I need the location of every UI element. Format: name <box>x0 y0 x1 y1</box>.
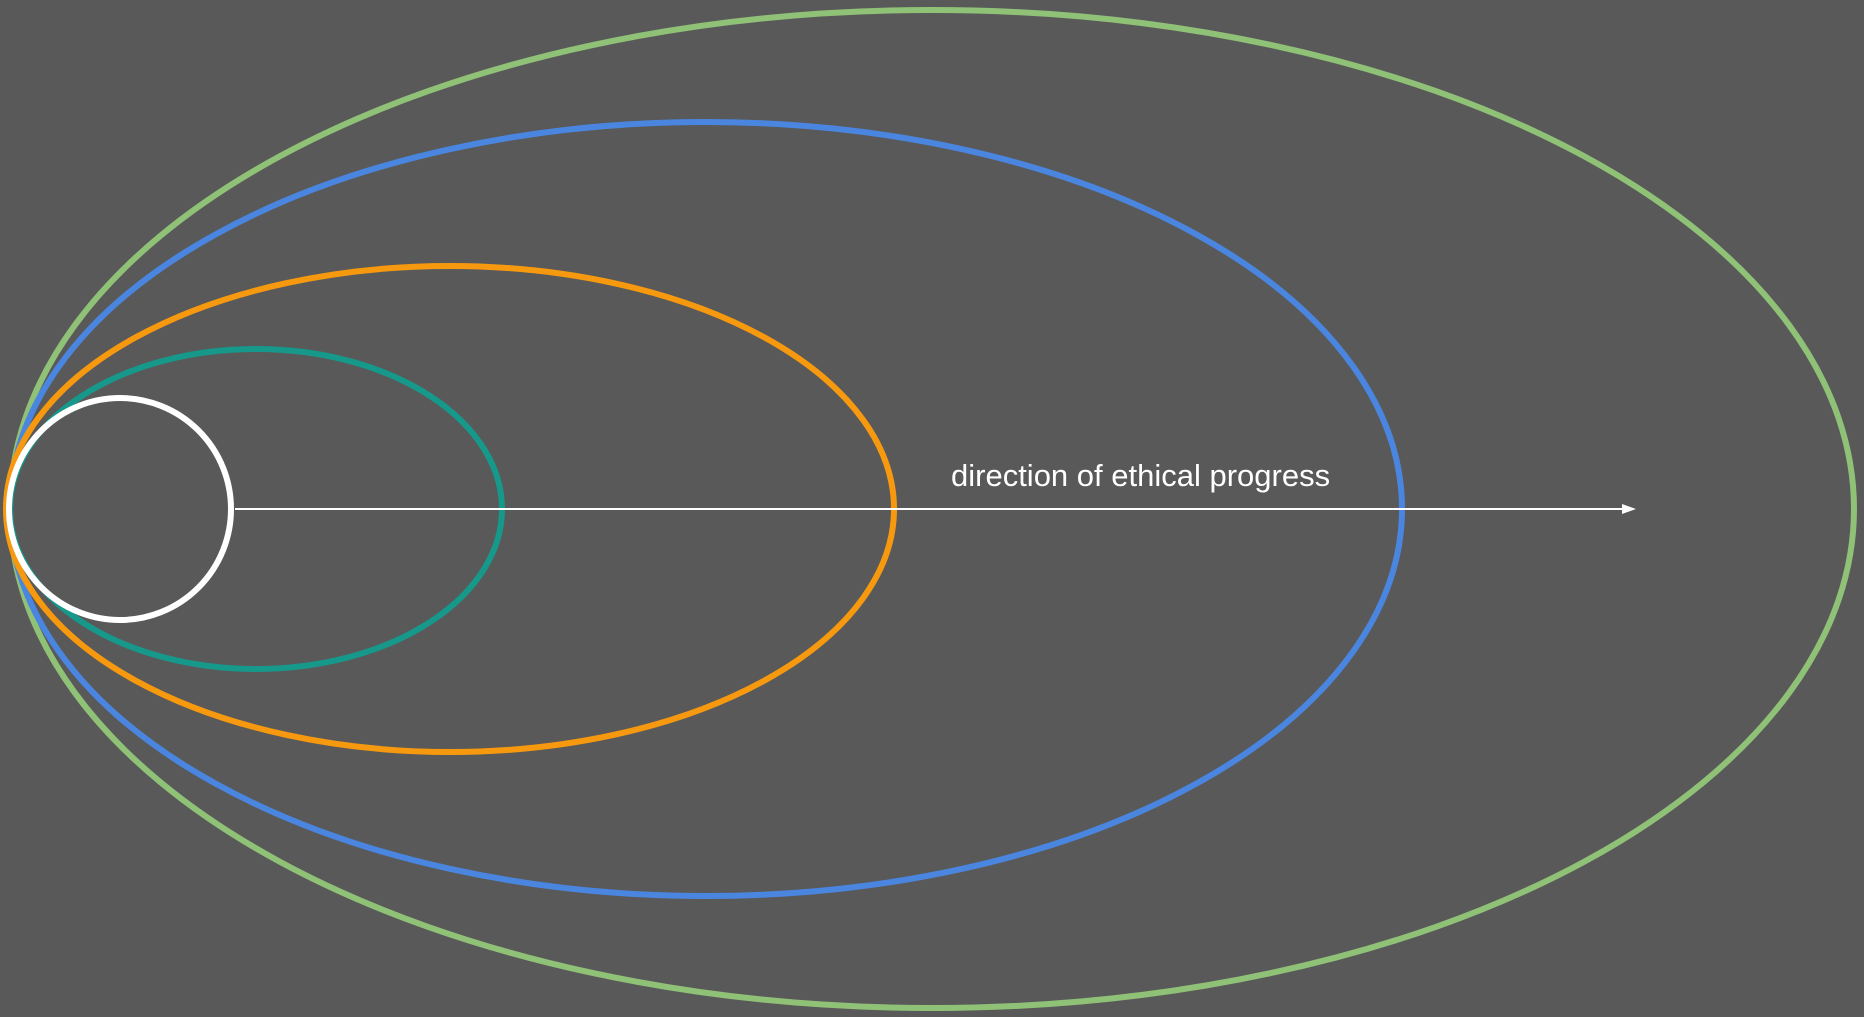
progress-arrowhead <box>1622 504 1636 514</box>
innermost-circle <box>6 395 234 623</box>
direction-label: direction of ethical progress <box>951 458 1330 493</box>
